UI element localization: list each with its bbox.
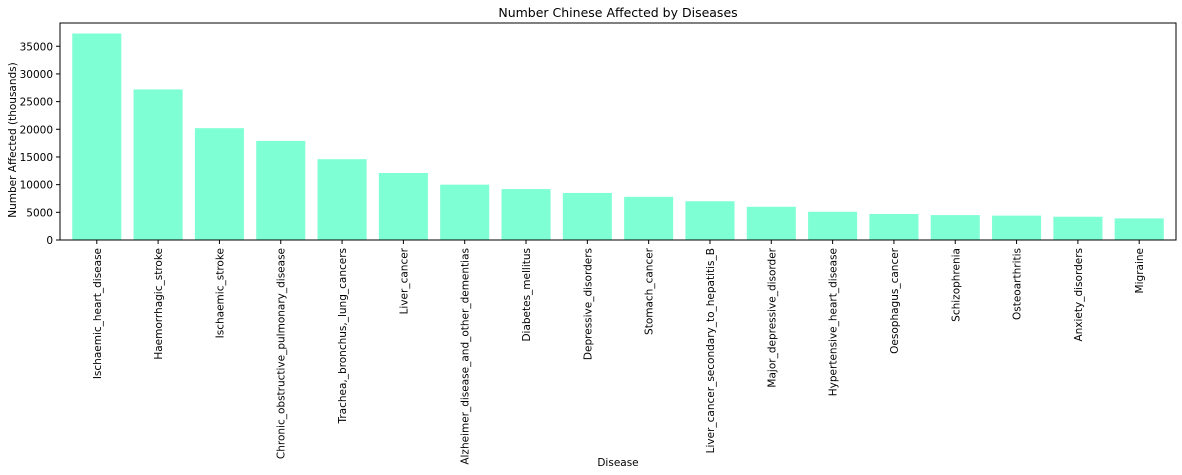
bar-15 <box>992 215 1042 240</box>
bar-3 <box>256 140 306 240</box>
bar-2 <box>194 128 244 240</box>
y-tick-label: 5000 <box>26 207 53 219</box>
y-tick-label: 10000 <box>20 180 53 192</box>
x-axis: Ischaemic_heart_disease Haemorrhagic_stro… <box>92 240 1146 465</box>
y-tick-label: 25000 <box>20 97 53 109</box>
x-tick-label: Ischaemic_stroke <box>214 248 226 338</box>
x-tick-label: Major_depressive_disorder <box>766 247 778 387</box>
y-tick-label: 0 <box>46 235 53 247</box>
x-tick-label: Alzheimer_disease_and_other_dementias <box>460 248 472 465</box>
y-axis-label: Number Affected (thousands) <box>7 62 19 218</box>
y-tick-label: 30000 <box>20 69 53 81</box>
x-tick-label: Liver_cancer <box>398 247 410 314</box>
bar-6 <box>440 184 490 240</box>
bar-10 <box>685 201 735 240</box>
bar-5 <box>378 173 428 240</box>
y-tick-label: 15000 <box>20 152 53 164</box>
x-tick-label: Chronic_obstructive_pulmonary_disease <box>276 248 288 459</box>
x-tick-label: Depressive_disorders <box>582 248 594 360</box>
bar-16 <box>1053 216 1103 240</box>
x-tick-label: Hypertensive_heart_disease <box>828 248 840 396</box>
x-tick-label: Trachea,_bronchus,_lung_cancers <box>337 248 349 425</box>
x-tick-label: Oesophagus_cancer <box>889 247 901 354</box>
bar-1 <box>133 89 183 240</box>
y-tick-label: 20000 <box>20 124 53 136</box>
bar-17 <box>1114 218 1164 240</box>
bar-14 <box>930 215 980 240</box>
x-axis-label: Disease <box>597 457 638 469</box>
x-tick-label: Diabetes_mellitus <box>521 248 533 342</box>
y-tick-label: 35000 <box>20 41 53 53</box>
bar-12 <box>808 211 858 240</box>
chart-title: Number Chinese Affected by Diseases <box>498 5 737 20</box>
x-tick-label: Anxiety_disorders <box>1073 248 1085 342</box>
bar-9 <box>624 196 674 240</box>
plot-area-frame <box>59 22 1177 241</box>
bar-13 <box>869 213 919 240</box>
bar-0 <box>72 33 122 241</box>
bar-11 <box>746 206 796 240</box>
bars-group <box>72 33 1164 241</box>
x-tick-label: Osteoarthritis <box>1012 248 1024 320</box>
x-tick-label: Schizophrenia <box>950 248 962 322</box>
x-tick-label: Stomach_cancer <box>644 247 656 335</box>
x-tick-label: Ischaemic_heart_disease <box>92 248 104 379</box>
y-axis: 0 5000 10000 15000 20000 25000 30000 35000 <box>20 41 60 247</box>
bar-8 <box>562 192 612 240</box>
bar-4 <box>317 159 367 240</box>
x-tick-label: Migraine <box>1134 248 1146 293</box>
bar-7 <box>501 189 551 240</box>
x-tick-label: Liver_cancer_secondary_to_hepatitis_B <box>705 248 717 453</box>
x-tick-label: Haemorrhagic_stroke <box>153 248 165 360</box>
